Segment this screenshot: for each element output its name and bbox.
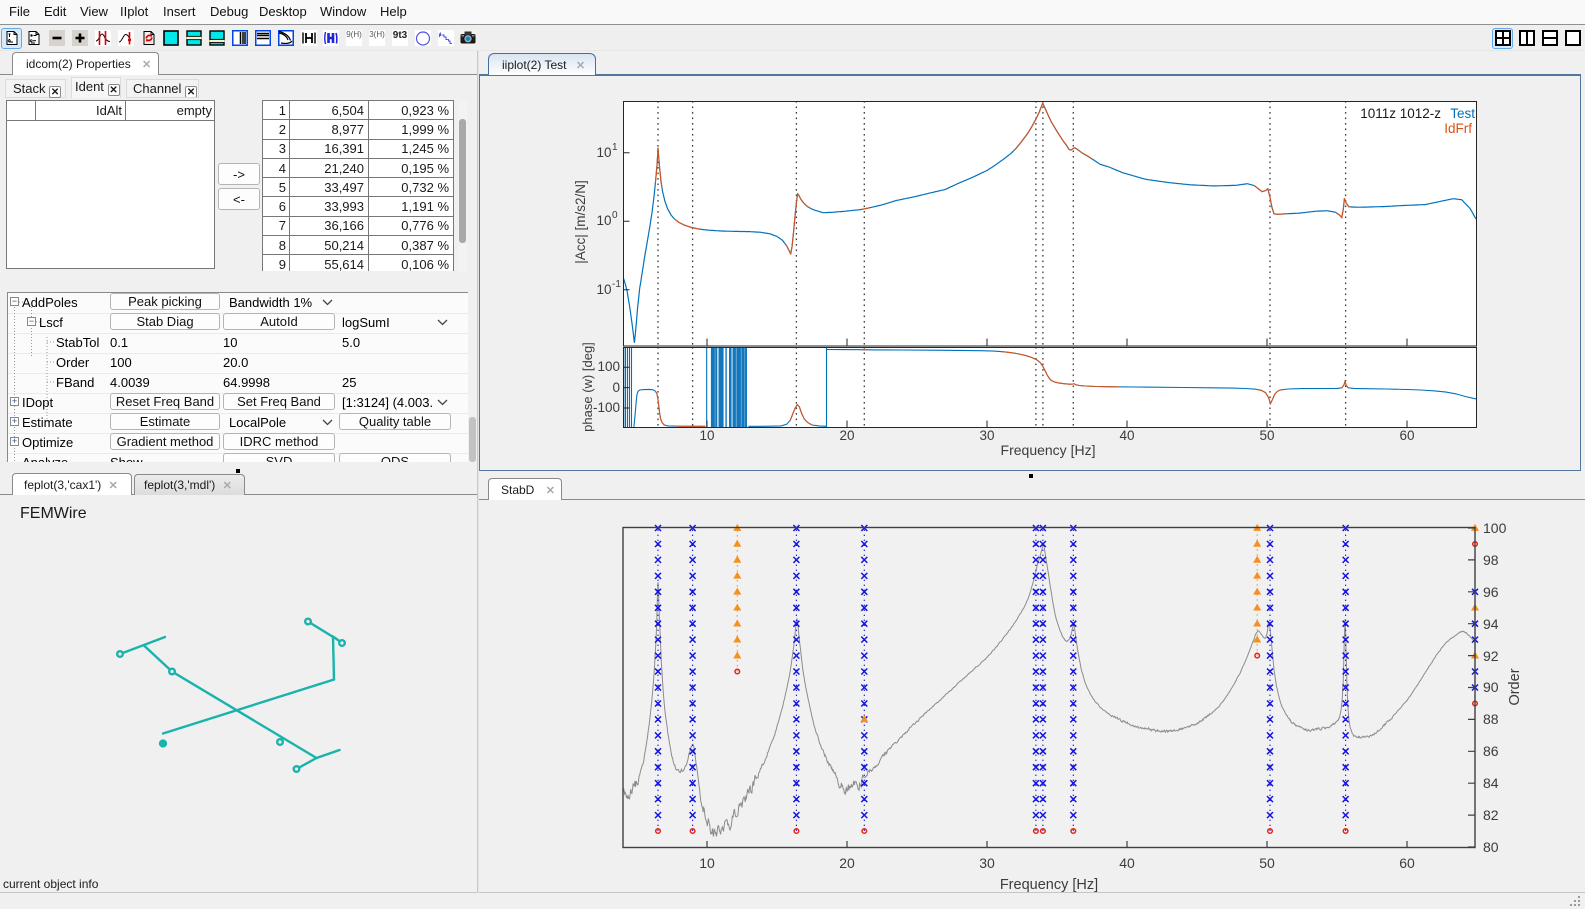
svg-text:phase (w) [deg]: phase (w) [deg]	[580, 342, 595, 432]
svg-text:30: 30	[979, 855, 995, 871]
svg-text:100: 100	[1483, 520, 1507, 536]
svg-text:10: 10	[596, 213, 611, 228]
svg-text:98: 98	[1483, 552, 1499, 568]
svg-text:1: 1	[612, 142, 618, 153]
svg-text:-100: -100	[593, 400, 620, 415]
svg-text:96: 96	[1483, 584, 1499, 600]
svg-text:92: 92	[1483, 648, 1499, 664]
svg-text:20: 20	[839, 855, 855, 871]
svg-text:84: 84	[1483, 775, 1499, 791]
svg-text:0: 0	[612, 380, 620, 395]
svg-text:40: 40	[1119, 855, 1135, 871]
svg-text:-1: -1	[612, 279, 621, 290]
svg-text:86: 86	[1483, 743, 1499, 759]
svg-text:Frequency [Hz]: Frequency [Hz]	[1000, 877, 1098, 893]
svg-text:88: 88	[1483, 711, 1499, 727]
svg-text:Test: Test	[1450, 106, 1475, 121]
svg-text:10: 10	[699, 428, 714, 443]
svg-text:40: 40	[1119, 428, 1134, 443]
svg-text:10: 10	[699, 855, 715, 871]
svg-text:90: 90	[1483, 679, 1499, 695]
svg-text:10: 10	[596, 145, 611, 160]
svg-text:94: 94	[1483, 616, 1499, 632]
svg-text:Frequency [Hz]: Frequency [Hz]	[1001, 442, 1096, 458]
svg-text:Order: Order	[1507, 668, 1523, 705]
svg-text:1011z 1012-z: 1011z 1012-z	[1360, 106, 1441, 121]
svg-text:50: 50	[1259, 428, 1274, 443]
svg-text:10: 10	[596, 282, 611, 297]
svg-text:60: 60	[1399, 428, 1414, 443]
svg-text:80: 80	[1483, 839, 1499, 855]
svg-text:30: 30	[979, 428, 994, 443]
svg-text:50: 50	[1259, 855, 1275, 871]
svg-text:20: 20	[839, 428, 854, 443]
svg-text:60: 60	[1399, 855, 1415, 871]
svg-text:100: 100	[597, 359, 620, 374]
svg-text:|Acc| [m/s2/N]: |Acc| [m/s2/N]	[573, 180, 588, 264]
svg-text:0: 0	[612, 210, 618, 221]
svg-text:IdFrf: IdFrf	[1444, 121, 1472, 136]
svg-text:82: 82	[1483, 807, 1499, 823]
